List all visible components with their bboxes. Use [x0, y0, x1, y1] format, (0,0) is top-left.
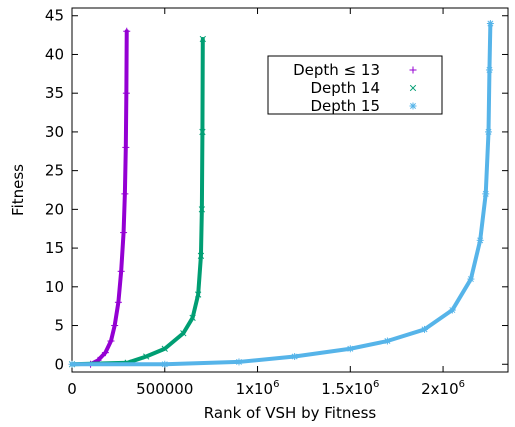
data-point	[485, 128, 493, 136]
series-2	[68, 19, 494, 368]
x-tick-exponent: 6	[373, 379, 379, 390]
data-point	[120, 229, 128, 237]
y-tick-label: 45	[45, 7, 64, 25]
data-point	[161, 345, 168, 352]
y-tick-label: 0	[54, 355, 64, 373]
data-point	[122, 89, 130, 97]
y-axis-label: Fitness	[9, 164, 27, 216]
y-tick-label: 5	[54, 317, 64, 335]
data-point	[111, 322, 119, 330]
legend-label: Depth 15	[310, 97, 380, 115]
data-point	[485, 66, 493, 74]
legend-label: Depth ≤ 13	[293, 61, 380, 79]
y-tick-label: 35	[45, 84, 64, 102]
data-point	[180, 330, 187, 337]
legend-label: Depth 14	[310, 79, 380, 97]
data-point	[114, 298, 122, 306]
data-point	[197, 252, 205, 259]
plot-frame	[71, 7, 509, 373]
x-tick-label: 1x106	[236, 379, 280, 398]
data-point	[161, 360, 169, 368]
data-point	[195, 291, 202, 298]
data-point	[68, 360, 76, 368]
x-tick-label: 2x106	[421, 379, 465, 398]
x-tick-label: 500000	[136, 380, 193, 398]
y-tick-label: 10	[45, 278, 64, 296]
y-tick-label: 30	[45, 123, 64, 141]
legend-marker	[409, 66, 417, 74]
data-point	[486, 19, 494, 27]
axis-ticks: 0 5 10 15 20 25 30 35 40 45 0 500000 1x106 1.5x106 2x1…	[45, 7, 508, 398]
data-point	[383, 337, 391, 345]
data-series	[68, 19, 494, 368]
data-point	[101, 349, 109, 357]
data-point	[107, 337, 115, 345]
data-point	[198, 206, 206, 213]
y-tick-label: 15	[45, 239, 64, 257]
data-point	[123, 27, 131, 35]
x-axis-label: Rank of VSH by Fitness	[204, 404, 377, 422]
data-point	[421, 325, 429, 333]
x-tick-exponent: 6	[459, 379, 465, 390]
data-point	[291, 353, 299, 361]
y-tick-label: 25	[45, 162, 64, 180]
y-tick-label: 40	[45, 45, 64, 63]
y-tick-label: 20	[45, 200, 64, 218]
legend-marker	[409, 84, 417, 92]
series-trace	[70, 21, 493, 367]
data-point	[117, 267, 125, 275]
series-0	[87, 27, 131, 368]
data-point	[122, 143, 130, 151]
series-trace	[88, 29, 129, 367]
data-point	[467, 275, 475, 283]
data-point	[476, 236, 484, 244]
data-point	[448, 306, 456, 314]
data-point	[121, 190, 129, 198]
x-tick-label: 0	[67, 380, 77, 398]
data-point	[199, 128, 206, 136]
data-point	[482, 190, 490, 198]
x-tick-exponent: 6	[273, 379, 279, 390]
data-point	[189, 314, 196, 321]
x-tick-label: 1.5x106	[321, 379, 379, 398]
data-point	[143, 353, 150, 360]
data-point	[346, 345, 354, 353]
data-point	[199, 35, 206, 43]
legend-marker	[409, 102, 417, 110]
data-point	[235, 358, 243, 366]
